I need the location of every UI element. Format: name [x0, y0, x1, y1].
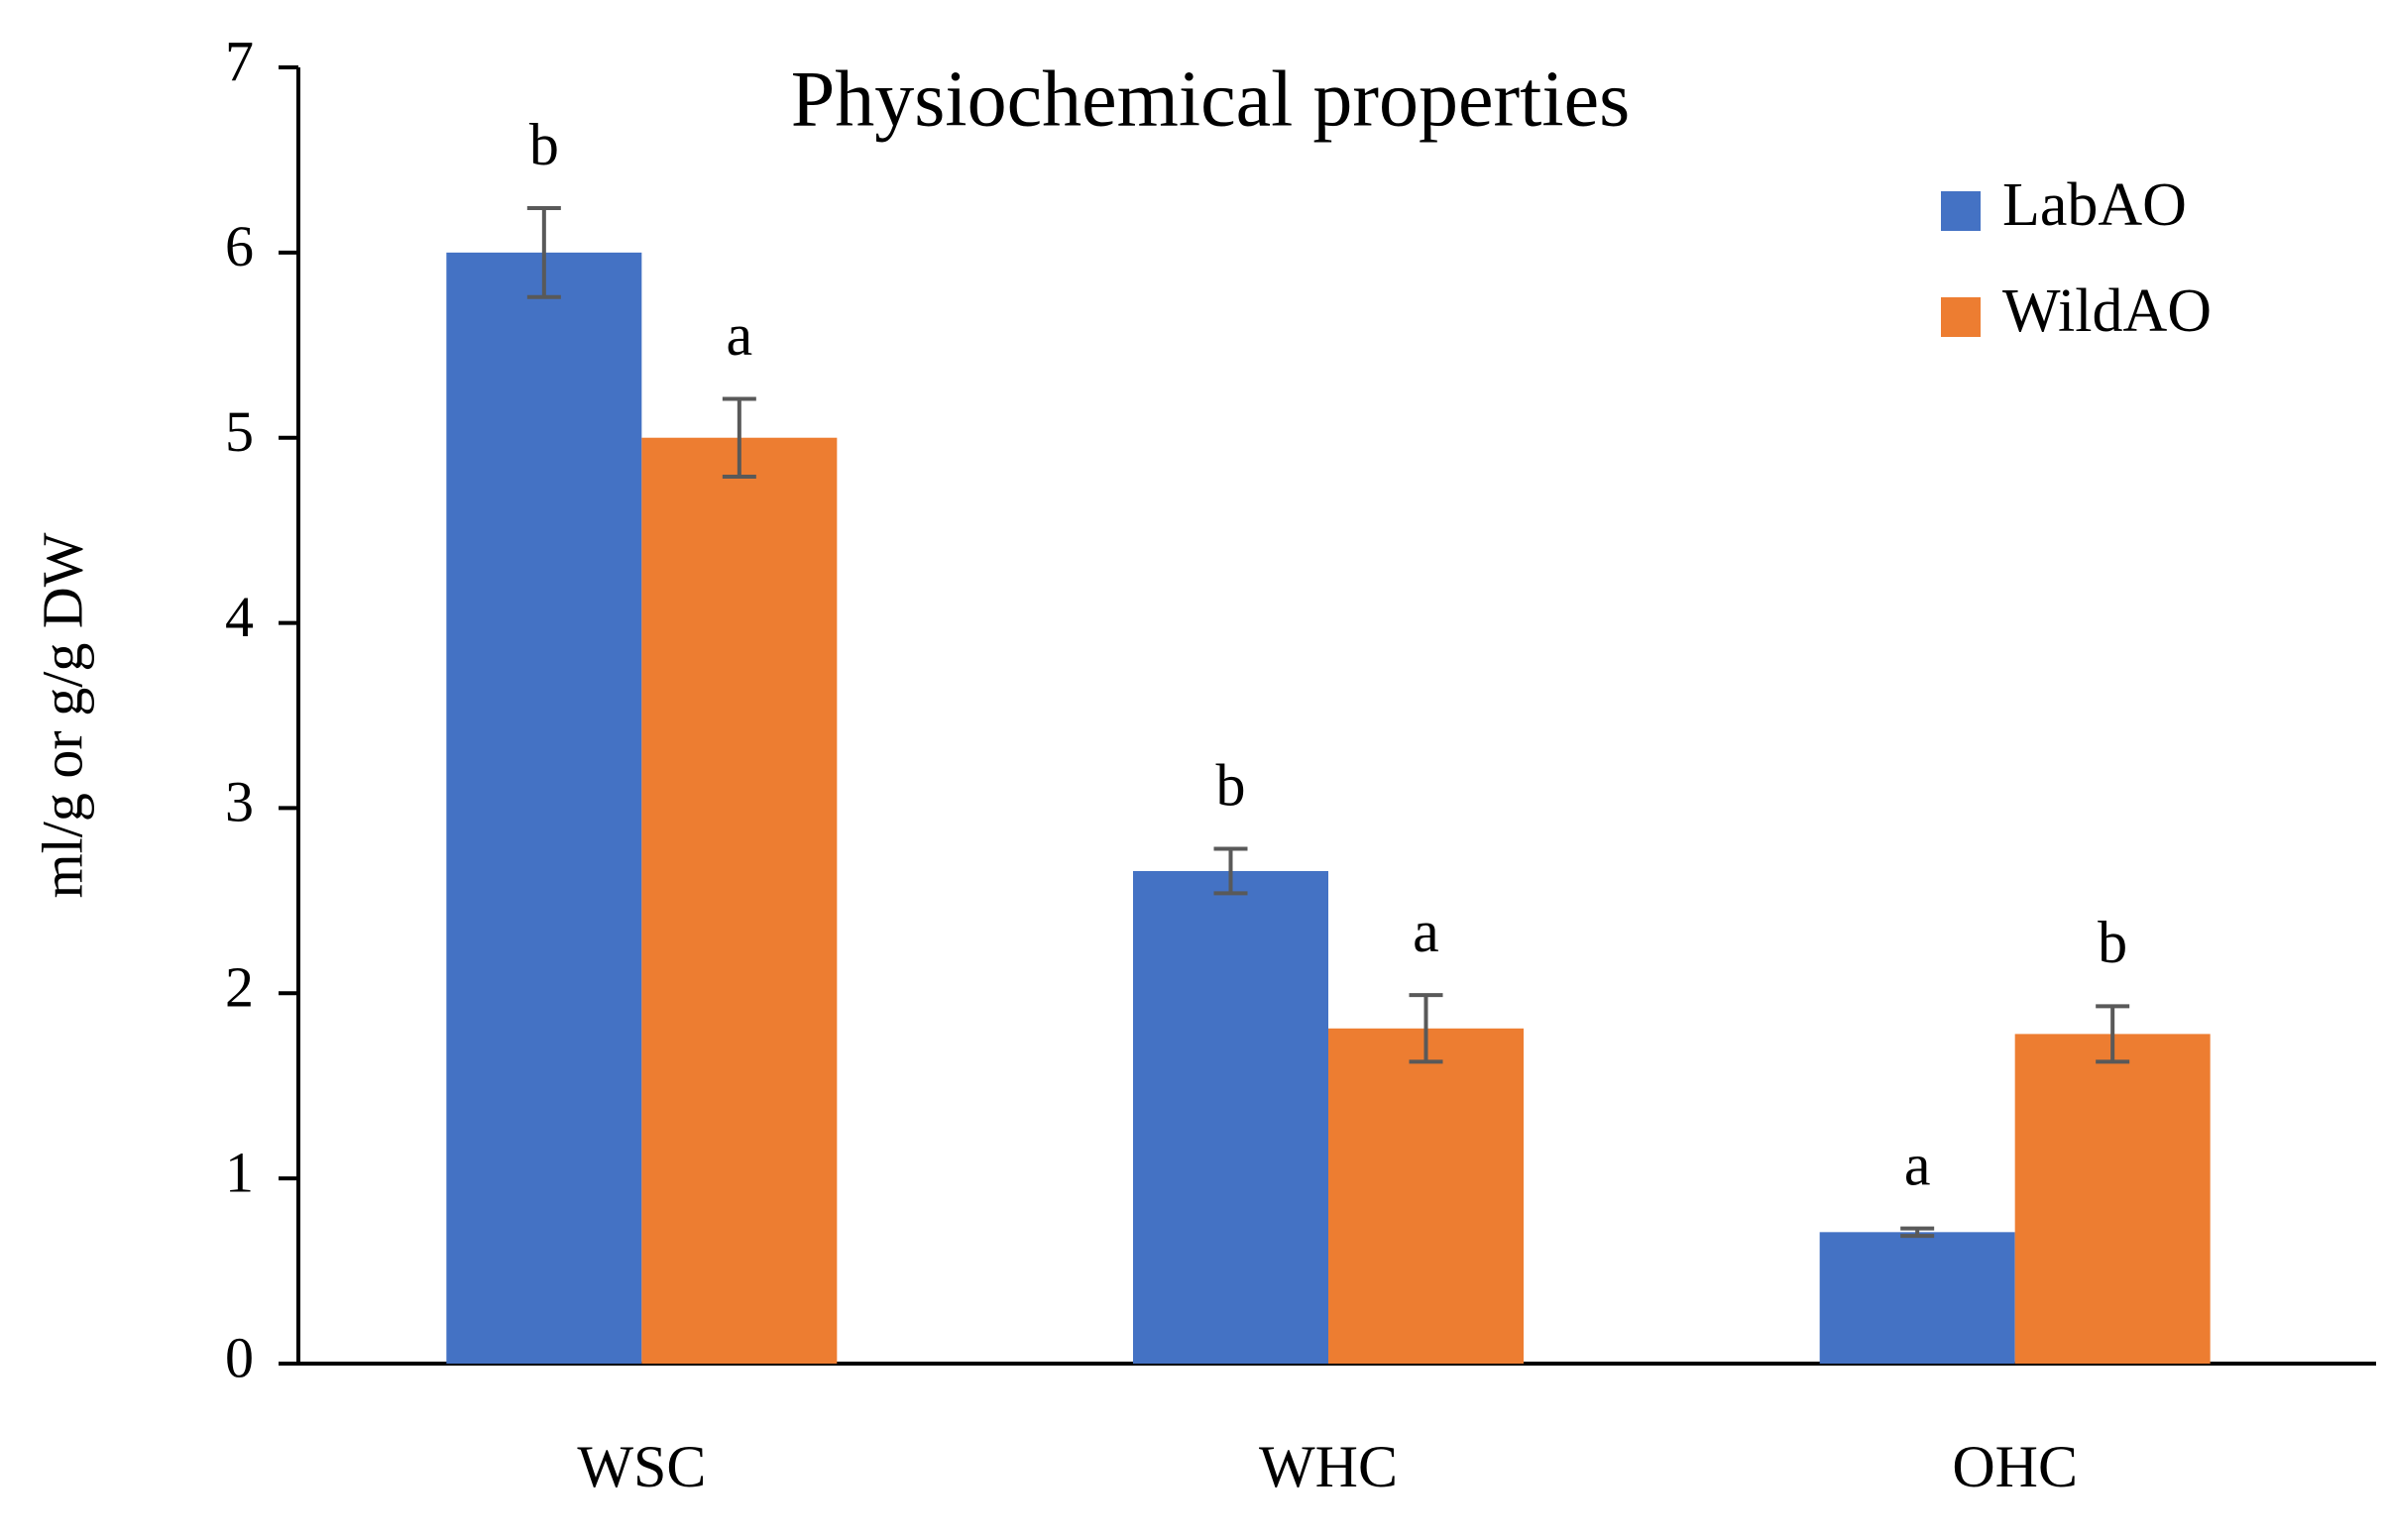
chart-title: Physiochemical properties	[791, 55, 1630, 143]
x-tick-label: OHC	[1952, 1434, 2078, 1499]
y-tick-label: 0	[225, 1325, 254, 1389]
error-bar	[1213, 846, 1248, 896]
y-tick-label: 1	[225, 1140, 254, 1204]
significance-label: a	[1413, 899, 1439, 964]
error-bar	[1900, 1226, 1935, 1239]
significance-label: b	[2098, 910, 2127, 975]
x-tick-label: WSC	[577, 1434, 706, 1499]
bar	[1133, 870, 1328, 1364]
bar	[446, 252, 642, 1364]
bar	[2014, 1034, 2211, 1364]
y-tick-label: 5	[225, 399, 254, 464]
legend-label: WildAO	[2002, 277, 2212, 345]
y-tick-label: 6	[225, 214, 254, 278]
error-bar	[1409, 993, 1443, 1064]
bar	[1328, 1028, 1524, 1364]
bar	[1819, 1232, 2015, 1364]
y-tick-label: 4	[225, 585, 254, 649]
y-axis-title: ml/g or g/g DW	[30, 532, 94, 898]
error-bar	[722, 396, 756, 479]
significance-label: b	[1216, 752, 1246, 818]
bar	[641, 437, 838, 1364]
legend-swatch	[1941, 297, 1981, 337]
legend-swatch	[1941, 191, 1981, 231]
significance-label: a	[727, 302, 753, 368]
legend-label: LabAO	[2002, 171, 2187, 239]
error-bar	[2096, 1004, 2130, 1064]
x-tick-label: WHC	[1259, 1434, 1398, 1499]
y-tick-label: 3	[225, 770, 254, 834]
y-tick-label: 7	[225, 29, 254, 93]
significance-label: b	[529, 112, 559, 177]
y-tick-label: 2	[225, 955, 254, 1020]
error-bar	[526, 206, 561, 299]
significance-label: a	[1904, 1132, 1931, 1197]
